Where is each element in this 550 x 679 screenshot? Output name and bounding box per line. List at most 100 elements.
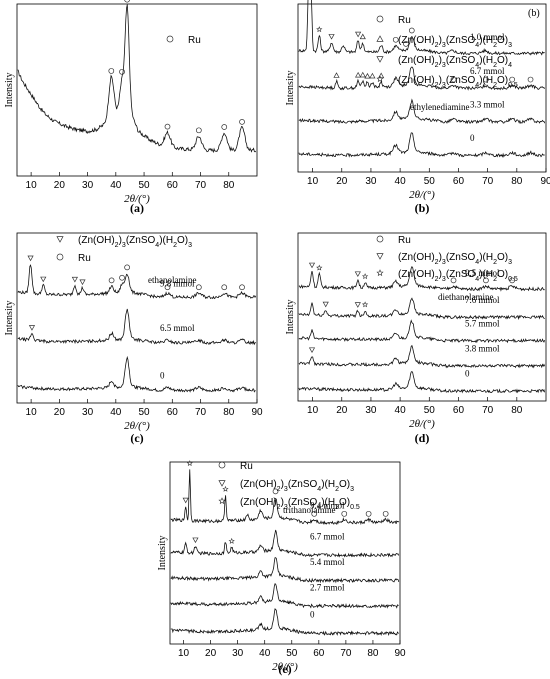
y-axis-label: Intensity: [285, 71, 296, 106]
x-tick-label: 80: [511, 405, 523, 416]
additive-label: ethylenediamine: [410, 102, 469, 112]
x-axis-label: 2θ/(°): [124, 420, 150, 432]
x-tick-label: 70: [195, 180, 207, 191]
trace-label: 5.4 mmol: [310, 557, 345, 567]
legend-label: (Zn(OH)2)3(ZnSO4)(H2O)3: [78, 235, 192, 249]
x-tick-label: 30: [82, 407, 94, 418]
xrd-trace: [298, 344, 546, 369]
peak-marker-tri-down-icon: [79, 279, 86, 286]
x-tick-label: 40: [110, 180, 122, 191]
x-tick-label: 40: [110, 407, 122, 418]
peak-marker-circle-icon: [119, 68, 125, 75]
legend-marker-triangle-icon: [376, 35, 384, 42]
x-axis-label: 2θ/(°): [272, 661, 298, 673]
x-tick-label: 60: [167, 407, 179, 418]
peak-marker-circle-icon: [365, 510, 372, 517]
peak-marker-circle-icon: [239, 284, 245, 291]
xrd-trace: [17, 355, 256, 393]
peak-marker-circle-icon: [272, 488, 279, 495]
trace-label: 5.7 mmol: [465, 318, 500, 328]
peak-marker-star-icon: [361, 273, 369, 280]
x-tick-label: 20: [336, 176, 348, 187]
x-tick-label: 70: [482, 405, 494, 416]
trace-label: 3.8 mmol: [465, 343, 500, 353]
x-tick-label: 30: [365, 176, 377, 187]
xrd-trace: [298, 371, 546, 394]
panel-caption: (c): [130, 431, 143, 445]
trace-label: 6.7 mmol: [310, 531, 345, 541]
x-tick-label: 10: [26, 407, 38, 418]
peak-marker-triangle-icon: [359, 33, 366, 40]
trace-label: 2.7 mmol: [310, 582, 345, 592]
peak-marker-circle-icon: [450, 76, 457, 83]
x-tick-label: 80: [367, 648, 379, 659]
legend-label: (Zn(OH)2)3(ZnSO4)(H2O)3: [240, 479, 354, 493]
x-tick-label: 50: [424, 405, 436, 416]
x-tick-label: 10: [307, 176, 319, 187]
peak-marker-circle-icon: [527, 76, 534, 83]
panel-b: 10 20 30 40 50 60 70 80 90Intensity2θ/(°)(b)(b)R…: [285, 0, 550, 215]
panel-caption: (e): [278, 662, 291, 676]
x-axis-label: 2θ/(°): [124, 193, 150, 205]
xrd-trace: [298, 66, 546, 91]
x-tick-label: 20: [205, 648, 217, 659]
xrd-trace: [298, 319, 546, 344]
legend-label: (Zn(OH)2)3(ZnSO4)(H2O)3: [398, 252, 512, 266]
peak-marker-tri-down-icon: [308, 347, 316, 354]
x-tick-label: 40: [395, 176, 407, 187]
trace-label: 9.4 mmol: [310, 500, 345, 510]
peak-marker-circle-icon: [108, 68, 115, 74]
peak-marker-circle-icon: [408, 27, 415, 34]
y-axis-label: Intensity: [4, 73, 15, 108]
peak-marker-circle-icon: [124, 0, 130, 3]
peak-marker-circle-icon: [164, 284, 171, 291]
peak-marker-tri-down-icon: [355, 31, 362, 38]
y-axis-label: Intensity: [157, 536, 168, 571]
y-axis-label: Intensity: [285, 300, 296, 335]
x-tick-label: 10: [26, 180, 38, 191]
peak-marker-circle-icon: [509, 277, 516, 284]
x-tick-label: 90: [251, 407, 263, 418]
peak-marker-tri-down-icon: [354, 271, 361, 278]
x-tick-label: 50: [424, 176, 436, 187]
xrd-trace: [298, 265, 545, 292]
peak-marker-tri-down-icon: [308, 262, 316, 269]
peak-marker-circle-icon: [483, 76, 489, 83]
trace-label: 0: [470, 133, 475, 143]
trace-label: 9.5 mmol: [465, 268, 500, 278]
peak-marker-circle-icon: [119, 274, 125, 281]
xrd-trace: [17, 308, 257, 346]
peak-marker-tri-down-icon: [322, 301, 329, 308]
x-tick-label: 10: [307, 405, 319, 416]
additive-label: diethanolamine: [438, 292, 493, 302]
legend-marker-circle-icon: [376, 235, 384, 243]
xrd-trace: [170, 557, 400, 584]
peak-marker-star-icon: [361, 301, 369, 308]
peak-marker-circle-icon: [483, 277, 489, 284]
x-axis-label: 2θ/(°): [409, 189, 435, 201]
peak-marker-star-icon: [228, 537, 235, 544]
legend-label: (Zn(OH)2)3(ZnSO4)(H2O)0.5: [398, 269, 518, 283]
xrd-trace: [170, 469, 400, 526]
peak-marker-triangle-icon: [364, 72, 371, 79]
peak-marker-circle-icon: [403, 41, 409, 47]
trace-label: 0: [465, 369, 470, 379]
legend-label: (Zn(OH)2)3(ZnSO4)(H2O)0.5: [240, 497, 360, 511]
peak-marker-circle-icon: [392, 36, 399, 43]
additive-label: ethanolamine: [148, 275, 196, 285]
panel-a: 10 20 30 40 50 60 70 80 Intensity 2θ/(°)(a) Ru: [4, 0, 258, 215]
peak-marker-star-icon: [186, 460, 193, 467]
x-tick-label: 30: [82, 180, 94, 191]
plot-frame: [16, 3, 258, 177]
x-tick-label: 60: [313, 648, 325, 659]
peak-marker-tri-down-icon: [192, 537, 199, 544]
legend-label: Ru: [188, 35, 201, 46]
x-tick-label: 80: [511, 176, 523, 187]
x-tick-label: 80: [223, 180, 235, 191]
plot-frame: [297, 3, 547, 173]
peak-marker-triangle-icon: [359, 71, 366, 78]
legend-label: Ru: [398, 235, 411, 246]
xrd-trace: [17, 4, 257, 154]
xrd-trace: [298, 132, 545, 158]
